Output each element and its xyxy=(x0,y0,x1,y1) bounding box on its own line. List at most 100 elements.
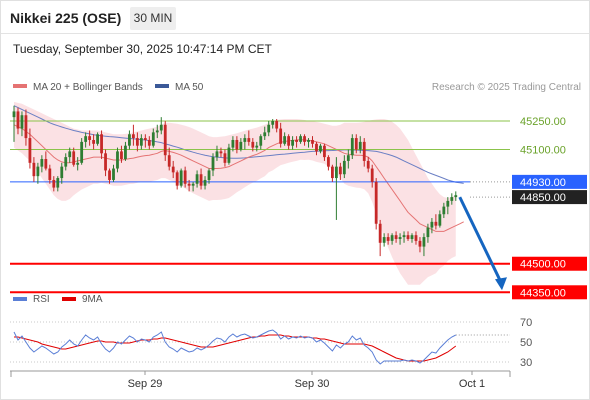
candle-body xyxy=(159,124,163,131)
candle-body xyxy=(88,136,92,140)
candle-body xyxy=(402,235,406,238)
x-axis-label: Oct 1 xyxy=(459,378,485,390)
candle-body xyxy=(24,115,28,139)
chart-datetime: Tuesday, September 30, 2025 10:47:14 PM … xyxy=(13,42,272,56)
candle-body xyxy=(366,160,370,169)
candle-body xyxy=(211,157,215,171)
ma50-legend-label: MA 50 xyxy=(175,82,204,93)
ma9-legend-label: 9MA xyxy=(82,294,103,305)
forecast-arrow-head xyxy=(495,277,507,291)
candle-body xyxy=(434,221,438,226)
resistance-label: 45250.00 xyxy=(520,116,566,128)
candle-body xyxy=(378,223,382,243)
candle-body xyxy=(442,206,446,215)
candle-body xyxy=(108,170,111,180)
rsi-tick-label: 70 xyxy=(520,317,532,329)
rsi-line xyxy=(13,329,457,365)
candle-body xyxy=(179,170,183,186)
x-axis-label: Sep 30 xyxy=(295,378,330,390)
candle-body xyxy=(116,151,119,169)
candle-body xyxy=(315,143,318,152)
ma20-legend-label: MA 20 + Bollinger Bands xyxy=(33,82,143,93)
candle-body xyxy=(362,141,366,161)
ma50-line xyxy=(13,105,464,184)
candle-body xyxy=(426,227,430,238)
candle-body xyxy=(446,200,450,207)
candle-body xyxy=(195,174,199,184)
candle-body xyxy=(120,151,123,160)
candle-body xyxy=(303,136,306,142)
candle-body xyxy=(398,237,402,239)
rsi-tick-label: 30 xyxy=(520,357,532,369)
candle-body xyxy=(394,235,398,239)
candle-body xyxy=(36,166,40,177)
candle-body xyxy=(167,155,171,167)
candle-body xyxy=(92,139,95,144)
candle-body xyxy=(346,155,350,161)
rsi-legend-label: RSI xyxy=(33,294,50,305)
candle-body xyxy=(183,170,187,184)
candle-body xyxy=(72,151,76,165)
candle-body xyxy=(219,151,223,154)
candle-body xyxy=(382,237,386,243)
candle-body xyxy=(64,157,68,167)
candle-body xyxy=(374,181,378,224)
ma9-legend-swatch xyxy=(62,297,76,301)
candle-body xyxy=(128,134,131,146)
candle-body xyxy=(370,168,374,182)
candle-body xyxy=(259,136,263,146)
last-price-box xyxy=(512,190,587,205)
candle-body xyxy=(354,138,358,150)
rsi-plot: 70 50 30 xyxy=(10,317,532,369)
candle-body xyxy=(386,237,390,241)
candle-body xyxy=(76,162,80,165)
candle-body xyxy=(215,151,219,158)
price-plot: 45250.00 45100.00 44930.00 44850.00 44500.00… xyxy=(10,101,587,300)
candle-body xyxy=(287,136,291,146)
candle-body xyxy=(155,130,159,133)
bollinger-band-fill xyxy=(14,101,456,285)
candle-body xyxy=(84,136,88,142)
candle-body xyxy=(68,151,72,158)
instrument-title: Nikkei 225 (OSE) xyxy=(10,10,122,26)
candle-body xyxy=(311,139,314,144)
candle-body xyxy=(295,139,298,142)
current-price-label: 44930.00 xyxy=(520,177,566,189)
last-price-label: 44850.00 xyxy=(520,192,566,204)
resistance-label: 45100.00 xyxy=(520,145,566,157)
price-legend: MA 20 + Bollinger Bands MA 50 Research ©… xyxy=(13,82,581,93)
candle-body xyxy=(331,166,334,179)
candle-body xyxy=(454,195,458,198)
candle-body xyxy=(175,172,179,186)
candle-body xyxy=(223,153,227,163)
candle-body xyxy=(28,138,32,163)
support-label: 44350.00 xyxy=(520,287,566,299)
timeframe-button[interactable]: 30 MIN xyxy=(130,7,176,30)
candle-body xyxy=(338,166,342,175)
candle-body xyxy=(207,170,211,180)
candle-body xyxy=(124,145,127,160)
candle-body xyxy=(235,139,239,150)
current-price-box xyxy=(512,174,587,189)
candle-body xyxy=(422,237,426,247)
candle-body xyxy=(243,138,247,142)
ma20-legend-swatch xyxy=(13,84,27,88)
candle-body xyxy=(163,124,167,156)
candle-body xyxy=(171,166,175,173)
candle-body xyxy=(390,235,394,241)
candle-body xyxy=(271,120,275,125)
candle-body xyxy=(40,159,44,167)
forecast-arrow-shaft xyxy=(458,196,503,283)
candle-body xyxy=(350,138,354,156)
candle-body xyxy=(291,139,294,146)
rsi-tick-label: 50 xyxy=(520,337,532,349)
candle-body xyxy=(239,141,243,150)
candle-body xyxy=(12,111,16,118)
candle-body xyxy=(358,141,362,150)
candle-body xyxy=(32,162,36,177)
ma20-line xyxy=(13,124,464,232)
